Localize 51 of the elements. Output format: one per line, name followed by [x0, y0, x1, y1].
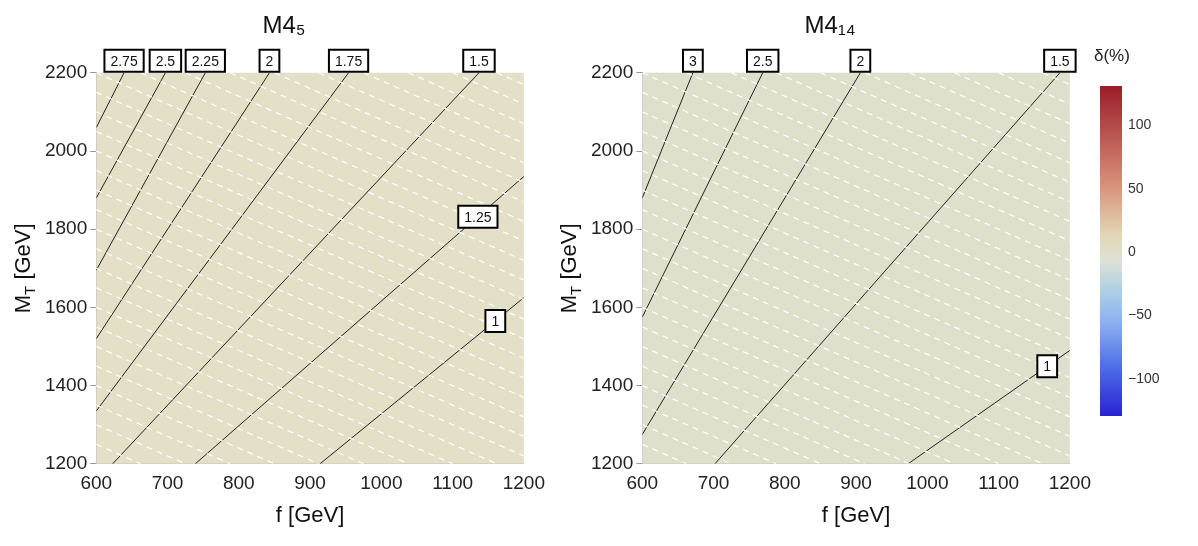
series-label: 2.25: [191, 52, 220, 69]
color-bar-label: 50: [1128, 178, 1144, 197]
chart-title: M4₁₄: [804, 11, 856, 39]
y-tick-label: 1800: [44, 217, 88, 239]
color-bar-title: δ(%): [1094, 46, 1130, 66]
y-tick-label: 1600: [44, 295, 88, 317]
x-tick-label: 600: [626, 472, 659, 494]
series-label: 1.25: [464, 208, 492, 225]
x-tick-label: 700: [697, 472, 730, 494]
x-axis-title: f [GeV]: [275, 501, 345, 527]
color-bar-label: 100: [1128, 115, 1152, 134]
y-tick-label: 1400: [44, 373, 88, 395]
series-label: 2.5: [155, 52, 176, 69]
y-axis-title: MT [GeV]: [10, 223, 38, 314]
color-bar-label: −100: [1128, 368, 1160, 387]
y-tick-label: 2000: [590, 139, 634, 161]
series-label: 2: [265, 52, 274, 69]
chart-title: M4₅: [262, 11, 306, 39]
x-tick-label: 1100: [978, 472, 1020, 494]
color-bar-label: −50: [1128, 305, 1152, 324]
x-tick-label: 600: [80, 472, 113, 494]
series-label: 2.75: [110, 52, 138, 69]
x-tick-label: 1200: [1048, 472, 1092, 494]
x-tick-label: 800: [222, 472, 255, 494]
series-label: 1: [491, 312, 500, 329]
y-axis-title: MT [GeV]: [556, 223, 584, 314]
x-tick-label: 900: [294, 472, 326, 494]
y-tick-label: 1600: [590, 295, 634, 317]
x-tick-label: 1000: [360, 472, 403, 494]
series-label: 2.5: [752, 52, 773, 69]
x-tick-label: 700: [151, 472, 184, 494]
series-label: 1: [1043, 358, 1052, 375]
series-label: 1.75: [334, 52, 363, 69]
y-tick-label: 2200: [590, 61, 634, 83]
series-label: 2: [856, 52, 865, 69]
y-tick-label: 2200: [44, 61, 88, 83]
y-tick-label: 1800: [590, 217, 634, 239]
x-tick-label: 800: [768, 472, 801, 494]
y-tick-label: 2000: [44, 139, 88, 161]
color-bar-label: 0: [1128, 242, 1136, 260]
x-tick-label: 1200: [502, 472, 546, 494]
series-label: 3: [688, 52, 697, 69]
x-tick-label: 900: [840, 472, 872, 494]
y-tick-label: 1200: [590, 452, 634, 474]
y-tick-label: 1200: [44, 452, 88, 474]
x-tick-label: 1100: [432, 472, 474, 494]
y-tick-label: 1400: [590, 373, 634, 395]
x-axis-title: f [GeV]: [821, 501, 891, 527]
series-label: 1.5: [1050, 52, 1070, 69]
x-tick-label: 1000: [906, 472, 949, 494]
series-label: 1.5: [469, 52, 489, 69]
